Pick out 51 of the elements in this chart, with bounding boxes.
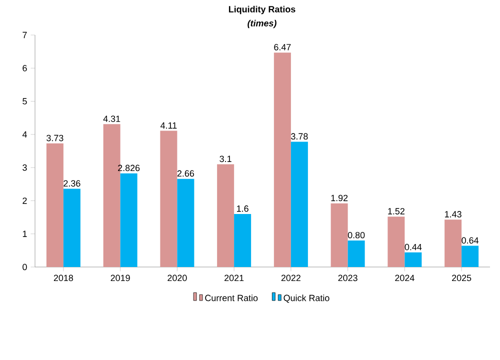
y-tick-label: 1 [22, 230, 27, 237]
chart-title: Liquidity Ratios [228, 6, 296, 14]
data-label: 3.78 [291, 133, 308, 140]
bar [217, 164, 234, 267]
x-tick-label: 2019 [110, 274, 130, 282]
y-tick-label: 3 [22, 164, 27, 171]
bar [348, 240, 365, 267]
x-tick-label: 2020 [168, 274, 187, 282]
x-tick-label: 2024 [395, 274, 414, 282]
data-label: 0.64 [462, 237, 479, 244]
chart-subtitle: (times) [248, 20, 276, 28]
bar [330, 203, 348, 267]
y-tick-label: 6 [22, 64, 27, 72]
y-tick-label: 2 [22, 198, 27, 204]
x-tick-label: 2023 [338, 274, 358, 282]
y-tick-label: 4 [22, 131, 27, 138]
data-label: 2.826 [118, 164, 140, 172]
y-tick-label: 0 [22, 264, 27, 270]
legend-label: Current Ratio [205, 294, 258, 302]
data-label: 1.6 [237, 205, 248, 212]
bar [404, 252, 422, 267]
bar [177, 178, 194, 267]
x-tick-label: 2021 [224, 274, 244, 282]
data-label: 4.31 [103, 116, 120, 122]
y-tick-label: 7 [22, 32, 27, 38]
x-tick-label: 2025 [452, 274, 472, 282]
bar [160, 130, 178, 267]
legend-label: Quick Ratio [284, 294, 330, 303]
bar [274, 52, 291, 267]
bar [234, 214, 252, 267]
bar [290, 142, 308, 267]
data-label: 3.1 [220, 156, 232, 162]
data-label: 3.73 [46, 134, 64, 142]
bar [444, 220, 462, 267]
data-label: 1.92 [331, 194, 348, 202]
data-label: 1.52 [388, 208, 404, 214]
x-tick-label: 2018 [54, 274, 74, 282]
data-label: 4.11 [160, 122, 177, 129]
data-label: 0.80 [348, 232, 365, 238]
bar [46, 143, 64, 267]
bar [63, 188, 80, 267]
x-tick-label: 2022 [281, 274, 300, 282]
y-tick-label: 5 [22, 98, 27, 104]
bar [388, 216, 405, 267]
data-label: 2.36 [64, 180, 80, 187]
data-label: 2.66 [177, 170, 194, 177]
data-label: 0.44 [404, 244, 422, 250]
bar [120, 173, 138, 267]
data-label: 1.43 [445, 211, 462, 218]
data-label: 6.47 [274, 44, 291, 50]
bar [462, 246, 479, 267]
